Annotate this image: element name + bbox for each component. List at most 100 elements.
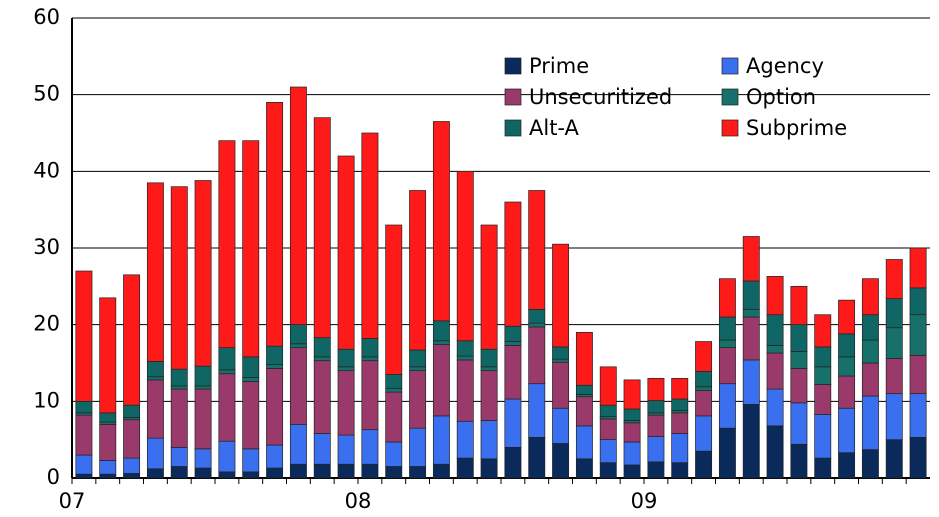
- bar-segment: [504, 341, 522, 346]
- bar-segment: [170, 385, 188, 390]
- bar-segment: [671, 433, 689, 464]
- bar-segment: [575, 458, 593, 479]
- bar-segment: [123, 473, 141, 479]
- bar-segment: [123, 419, 141, 459]
- bar-segment: [504, 446, 522, 479]
- bar-segment: [123, 274, 141, 406]
- bar-segment: [480, 224, 498, 350]
- bar-segment: [123, 404, 141, 418]
- bar-segment: [313, 356, 331, 362]
- bar-segment: [742, 359, 760, 405]
- x-tick-label: 09: [631, 489, 658, 513]
- bar-segment: [313, 463, 331, 479]
- bar-segment: [695, 371, 713, 388]
- bar-segment: [432, 320, 450, 342]
- bar-segment: [647, 414, 665, 437]
- bar-segment: [718, 427, 736, 479]
- bar-segment: [599, 366, 617, 406]
- bar-segment: [170, 186, 188, 370]
- bar-segment: [385, 224, 403, 375]
- bar-segment: [289, 343, 307, 349]
- bar-segment: [289, 324, 307, 345]
- legend-swatch: [721, 57, 739, 75]
- bar-segment: [266, 101, 284, 347]
- bar-segment: [432, 344, 450, 417]
- bar-segment: [146, 379, 164, 439]
- bar-segment: [385, 387, 403, 393]
- bar-segment: [170, 446, 188, 467]
- bar-segment: [146, 376, 164, 381]
- bar-segment: [552, 443, 570, 479]
- bar-segment: [528, 190, 546, 310]
- bar-segment: [313, 117, 331, 339]
- bar-segment: [170, 388, 188, 448]
- bar-segment: [266, 364, 284, 369]
- bar-segment: [409, 466, 427, 479]
- bar-segment: [504, 325, 522, 342]
- bar-segment: [313, 433, 331, 465]
- bar-segment: [146, 437, 164, 470]
- x-tick-label: 07: [59, 489, 86, 513]
- bar-segment: [218, 471, 236, 479]
- bar-segment: [456, 340, 474, 357]
- bar-segment: [409, 190, 427, 351]
- legend-label: Agency: [746, 54, 824, 78]
- bar-segment: [194, 365, 212, 387]
- bar-segment: [361, 132, 379, 339]
- bar-segment: [385, 374, 403, 389]
- bar-segment: [909, 247, 927, 289]
- bar-segment: [480, 366, 498, 372]
- bar-segment: [885, 393, 903, 441]
- bar-segment: [75, 400, 93, 414]
- bar-segment: [289, 463, 307, 479]
- bar-segment: [194, 467, 212, 479]
- legend-label: Option: [746, 85, 816, 109]
- bar-segment: [194, 448, 212, 469]
- bar-segment: [456, 420, 474, 459]
- bar-segment: [289, 347, 307, 425]
- bar-segment: [361, 338, 379, 358]
- bar-segment: [432, 463, 450, 479]
- bar-segment: [623, 441, 641, 466]
- bar-segment: [742, 404, 760, 479]
- bar-segment: [337, 366, 355, 372]
- bar-segment: [361, 429, 379, 465]
- bar-segment: [695, 341, 713, 372]
- y-tick-label: 30: [33, 235, 60, 259]
- bar-segment: [266, 368, 284, 446]
- bar-segment: [242, 471, 260, 479]
- bar-segment: [647, 436, 665, 463]
- bar-segment: [742, 316, 760, 361]
- bar-segment: [170, 466, 188, 479]
- bar-segment: [480, 370, 498, 421]
- bar-segment: [623, 379, 641, 410]
- bar-segment: [885, 327, 903, 359]
- y-tick-label: 40: [33, 158, 60, 182]
- bar-segment: [766, 345, 784, 354]
- bar-segment: [790, 368, 808, 404]
- bar-segment: [695, 386, 713, 391]
- bar-segment: [718, 383, 736, 429]
- bar-segment: [766, 314, 784, 346]
- bar-segment: [790, 351, 808, 369]
- bar-segment: [409, 370, 427, 429]
- bar-segment: [99, 297, 117, 414]
- legend-label: Prime: [529, 54, 589, 78]
- bar-segment: [647, 377, 665, 401]
- bar-segment: [623, 422, 641, 443]
- bar-segment: [337, 348, 355, 368]
- bar-segment: [838, 375, 856, 409]
- bar-segment: [266, 467, 284, 479]
- bar-segment: [766, 352, 784, 390]
- bar-segment: [337, 155, 355, 350]
- bar-segment: [385, 466, 403, 479]
- bar-segment: [194, 385, 212, 390]
- bar-segment: [218, 373, 236, 442]
- bar-segment: [504, 201, 522, 327]
- legend-swatch: [721, 88, 739, 106]
- bar-segment: [480, 420, 498, 460]
- bar-segment: [409, 366, 427, 372]
- bar-segment: [718, 347, 736, 385]
- bar-segment: [575, 331, 593, 386]
- bar-segment: [885, 439, 903, 479]
